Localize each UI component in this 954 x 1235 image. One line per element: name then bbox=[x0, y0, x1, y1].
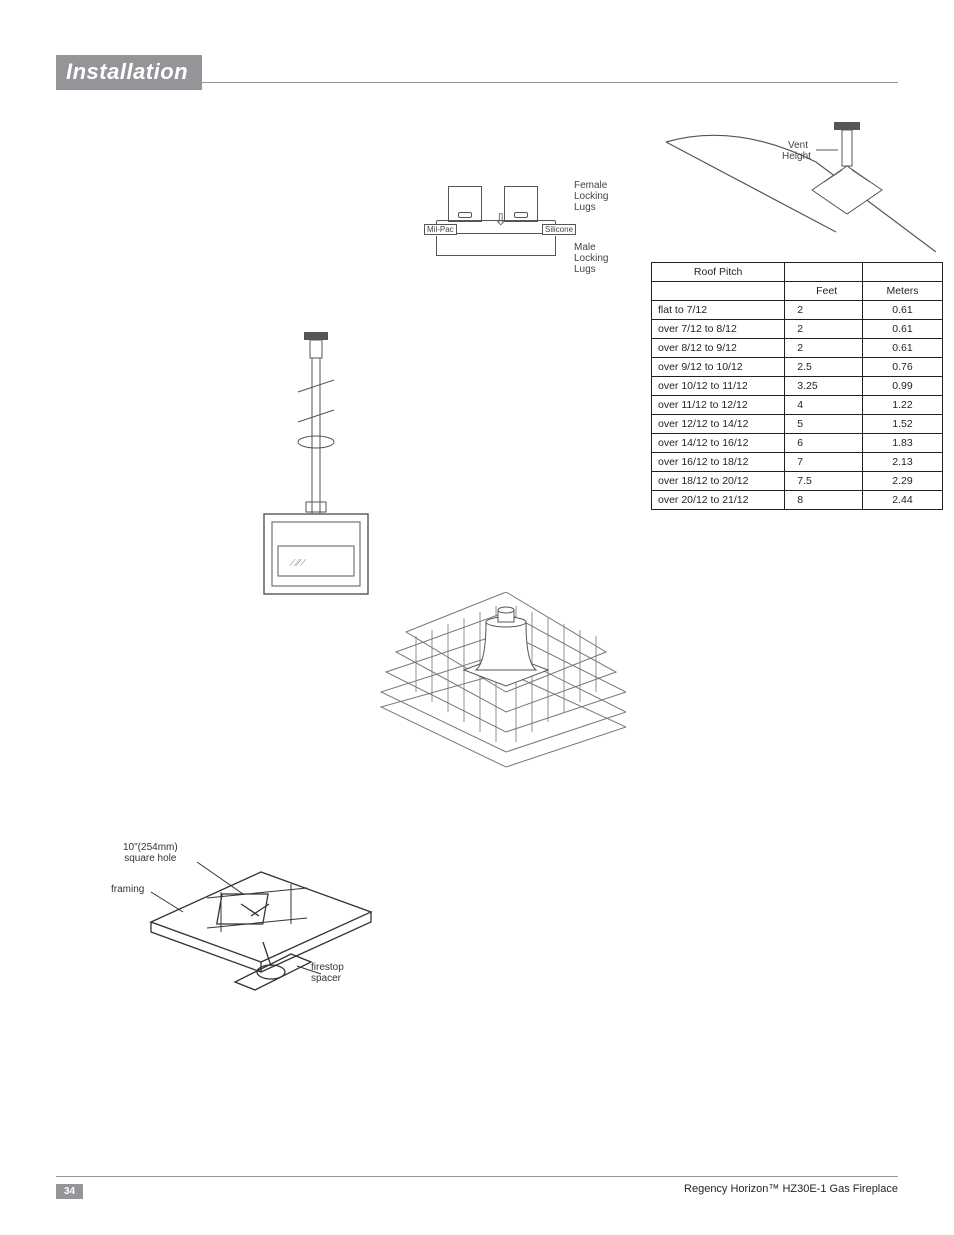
cell-pitch: over 10/12 to 11/12 bbox=[652, 377, 785, 396]
cell-meters: 0.61 bbox=[863, 320, 943, 339]
silicone-label: Silicone bbox=[542, 224, 576, 235]
cell-feet: 6 bbox=[785, 434, 863, 453]
footer-rule bbox=[56, 1176, 898, 1177]
table-row: over 18/12 to 20/127.52.29 bbox=[652, 472, 943, 491]
cell-meters: 0.76 bbox=[863, 358, 943, 377]
content-area: ⇩ Mil-Pac Silicone Female Locking Lugs M… bbox=[56, 112, 898, 1142]
cell-meters: 0.99 bbox=[863, 377, 943, 396]
cell-feet: 5 bbox=[785, 415, 863, 434]
fireplace-vent-diagram: ⁄ ⁄⁄ ⁄ bbox=[246, 332, 386, 602]
cell-feet: 7.5 bbox=[785, 472, 863, 491]
cell-pitch: flat to 7/12 bbox=[652, 301, 785, 320]
roof-vent-diagram: Vent Height bbox=[656, 112, 936, 252]
table-row: flat to 7/1220.61 bbox=[652, 301, 943, 320]
pitch-table-body: flat to 7/1220.61over 7/12 to 8/1220.61o… bbox=[652, 301, 943, 510]
framing-label: framing bbox=[111, 884, 144, 895]
table-row: over 7/12 to 8/1220.61 bbox=[652, 320, 943, 339]
header-rule bbox=[202, 82, 898, 83]
male-lugs-label: Male Locking Lugs bbox=[574, 242, 608, 275]
cell-pitch: over 20/12 to 21/12 bbox=[652, 491, 785, 510]
cell-pitch: over 8/12 to 9/12 bbox=[652, 339, 785, 358]
cell-meters: 1.52 bbox=[863, 415, 943, 434]
cell-pitch: over 12/12 to 14/12 bbox=[652, 415, 785, 434]
section-title: Installation bbox=[56, 55, 202, 90]
cell-meters: 1.22 bbox=[863, 396, 943, 415]
locking-lugs-diagram: ⇩ Mil-Pac Silicone Female Locking Lugs M… bbox=[426, 170, 636, 335]
cell-feet: 2.5 bbox=[785, 358, 863, 377]
roof-pitch-table: Roof Pitch Feet Meters flat to 7/1220.61… bbox=[651, 262, 943, 510]
page-number-badge: 34 bbox=[56, 1184, 83, 1199]
svg-text:⁄ ⁄⁄ ⁄: ⁄ ⁄⁄ ⁄ bbox=[289, 558, 307, 569]
female-lugs-label: Female Locking Lugs bbox=[574, 180, 608, 213]
table-row: over 20/12 to 21/1282.44 bbox=[652, 491, 943, 510]
firestop-spacer-label: firestop spacer bbox=[311, 962, 344, 984]
footer-product-text: Regency Horizon™ HZ30E-1 Gas Fireplace bbox=[684, 1183, 898, 1195]
cell-pitch: over 7/12 to 8/12 bbox=[652, 320, 785, 339]
table-row: over 16/12 to 18/1272.13 bbox=[652, 453, 943, 472]
cell-feet: 3.25 bbox=[785, 377, 863, 396]
cell-feet: 2 bbox=[785, 320, 863, 339]
cell-feet: 4 bbox=[785, 396, 863, 415]
table-row: over 10/12 to 11/123.250.99 bbox=[652, 377, 943, 396]
cell-pitch: over 11/12 to 12/12 bbox=[652, 396, 785, 415]
table-row: over 12/12 to 14/1251.52 bbox=[652, 415, 943, 434]
cell-feet: 2 bbox=[785, 339, 863, 358]
milpac-label: Mil-Pac bbox=[424, 224, 457, 235]
th-meters: Meters bbox=[863, 282, 943, 301]
cell-meters: 0.61 bbox=[863, 301, 943, 320]
cell-feet: 7 bbox=[785, 453, 863, 472]
cell-pitch: over 18/12 to 20/12 bbox=[652, 472, 785, 491]
square-hole-label: 10"(254mm) square hole bbox=[123, 842, 178, 864]
cell-meters: 1.83 bbox=[863, 434, 943, 453]
th-roof-pitch: Roof Pitch bbox=[652, 263, 785, 282]
roof-flashing-diagram bbox=[376, 592, 626, 772]
table-row: over 11/12 to 12/1241.22 bbox=[652, 396, 943, 415]
cell-meters: 0.61 bbox=[863, 339, 943, 358]
cell-meters: 2.44 bbox=[863, 491, 943, 510]
cell-meters: 2.13 bbox=[863, 453, 943, 472]
cell-pitch: over 9/12 to 10/12 bbox=[652, 358, 785, 377]
table-row: over 14/12 to 16/1261.83 bbox=[652, 434, 943, 453]
svg-text:Height: Height bbox=[782, 151, 811, 162]
svg-text:Vent: Vent bbox=[788, 140, 808, 151]
cell-feet: 8 bbox=[785, 491, 863, 510]
cell-feet: 2 bbox=[785, 301, 863, 320]
cell-pitch: over 16/12 to 18/12 bbox=[652, 453, 785, 472]
cell-meters: 2.29 bbox=[863, 472, 943, 491]
cell-pitch: over 14/12 to 16/12 bbox=[652, 434, 785, 453]
section-header: Installation bbox=[56, 55, 898, 90]
table-row: over 9/12 to 10/122.50.76 bbox=[652, 358, 943, 377]
table-row: over 8/12 to 9/1220.61 bbox=[652, 339, 943, 358]
page-footer: 34 Regency Horizon™ HZ30E-1 Gas Fireplac… bbox=[56, 1176, 898, 1199]
firestop-framing-diagram: 10"(254mm) square hole framing firestop … bbox=[111, 832, 391, 1032]
th-feet: Feet bbox=[785, 282, 863, 301]
